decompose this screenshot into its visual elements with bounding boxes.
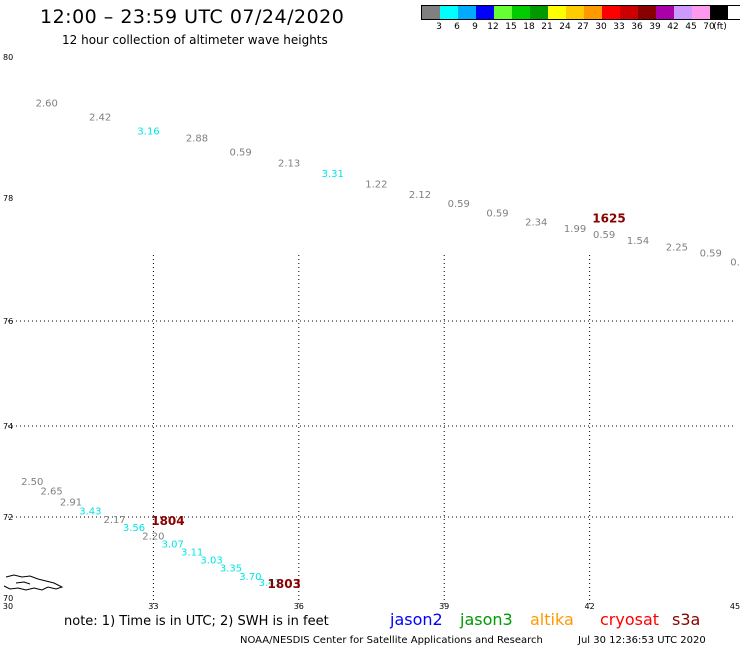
wave-height-value: 2.65 [40,486,62,497]
legend-swatch [674,6,692,19]
wave-height-value: 2.17 [103,515,125,526]
wave-height-value: 2.25 [666,242,688,253]
legend-bin-label: 36 [631,22,643,32]
track-time-label: 1625 [592,212,625,226]
wave-height-value: 0.59 [700,248,722,259]
lat-tick-label: 80 [3,53,13,62]
legend-bin-label: 30 [595,22,607,32]
satellite-jason3: jason3 [460,610,513,629]
map-title: 12:00 – 23:59 UTC 07/24/2020 [40,6,345,28]
wave-height-value: 0.59 [448,199,470,210]
satellite-jason2: jason2 [390,610,443,629]
wave-height-value: 1.54 [627,236,649,247]
lat-tick-label: 72 [3,513,13,522]
wave-height-value: 0.59 [593,230,615,241]
legend-bin-label: 70 [703,22,715,32]
wave-height-value: 2.42 [89,112,111,123]
legend-swatch [566,6,584,19]
wave-height-value: 0.59 [486,208,508,219]
legend-bin-label: 21 [541,22,553,32]
footer-note: note: 1) Time is in UTC; 2) SWH is in fe… [64,614,329,629]
legend-swatch [584,6,602,19]
graticule [8,255,735,605]
legend-swatch [620,6,638,19]
legend-swatch [530,6,548,19]
legend-swatch [512,6,530,19]
legend-bin-label: 33 [613,22,625,32]
wave-height-value: 3.56 [123,523,145,534]
track-time-label: 1804 [151,514,184,528]
wave-height-value: 3.11 [181,547,203,558]
legend-swatch [710,6,728,19]
satellite-cryosat: cryosat [600,610,660,629]
wave-height-value: 2.12 [409,190,431,201]
wave-height-value: 2.91 [60,498,82,509]
wave-height-value: 3.70 [239,572,261,583]
wave-height-value: 2.20 [142,531,164,542]
legend-bin-label: 24 [559,22,571,32]
legend-swatch [692,6,710,19]
legend-bin-label: 6 [454,22,460,32]
lon-tick-label: 39 [439,602,449,611]
legend-swatch [548,6,566,19]
legend-swatch [494,6,512,19]
lat-tick-label: 74 [3,422,13,431]
legend-swatch [638,6,656,19]
lat-tick-label: 78 [3,194,13,203]
legend-bin-label: 15 [505,22,517,32]
lon-tick-label: 36 [294,602,304,611]
track-time-label: 1803 [268,577,301,591]
wave-height-value: 2.50 [21,477,43,488]
legend-bin-label: 12 [487,22,499,32]
wave-height-value: 3.07 [162,539,184,550]
wave-height-value: 2.60 [36,98,58,109]
legend-bin-label: 18 [523,22,535,32]
wave-height-value: 0. [730,258,740,269]
wave-height-value: 3.31 [322,169,344,180]
map-subtitle: 12 hour collection of altimeter wave hei… [62,33,328,47]
lon-tick-label: 30 [3,602,13,611]
wave-height-value: 3.03 [200,556,222,567]
altimeter-tracks: 2.60 2.42 3.16 2.88 0.59 2.13 3.31 1.22 2.12 0.59… [21,98,740,591]
legend-swatch [656,6,674,19]
wave-height-value: 2.13 [278,158,300,169]
legend-bin-label: 39 [649,22,661,32]
satellite-s3a: s3a [672,610,701,629]
legend-bin-label: 42 [667,22,679,32]
wave-height-value: 3.41 [259,578,281,589]
legend-swatch [476,6,494,19]
wave-height-value: 2.34 [525,218,547,229]
legend-bin-label: 45 [685,22,697,32]
wave-height-legend: (ft) 3 6 9 12 15 18 21 24 27 30 33 36 39 42 45 70 [421,5,740,32]
legend-bin-label: 3 [436,22,442,32]
legend-unit: (ft) [713,22,727,32]
wave-height-value: 3.35 [220,564,242,575]
legend-color-bar [421,5,740,20]
legend-swatch [440,6,458,19]
legend-bin-label: 27 [577,22,589,32]
lon-tick-label: 42 [585,602,595,611]
wave-height-value: 3.43 [79,507,101,518]
lat-tick-label: 76 [3,317,13,326]
legend-swatch [458,6,476,19]
wave-height-value: 1.22 [365,179,387,190]
wave-height-value: 1.99 [564,224,586,235]
satellite-altika: altika [530,610,574,629]
legend-labels: (ft) 3 6 9 12 15 18 21 24 27 30 33 36 39 42 45 70 [421,20,740,32]
wave-height-value: 0.59 [230,148,252,159]
credit-line: NOAA/NESDIS Center for Satellite Applica… [240,635,543,646]
wave-height-value: 2.88 [186,134,208,145]
lat-tick-label: 70 [3,594,13,603]
coastline [3,574,64,591]
legend-swatch [602,6,620,19]
lon-tick-label: 45 [730,602,740,611]
legend-swatch [422,6,440,19]
wave-height-value: 3.16 [137,127,159,138]
lon-tick-label: 33 [148,602,158,611]
legend-bin-label: 9 [472,22,478,32]
generation-timestamp: Jul 30 12:36:53 UTC 2020 [578,635,706,646]
